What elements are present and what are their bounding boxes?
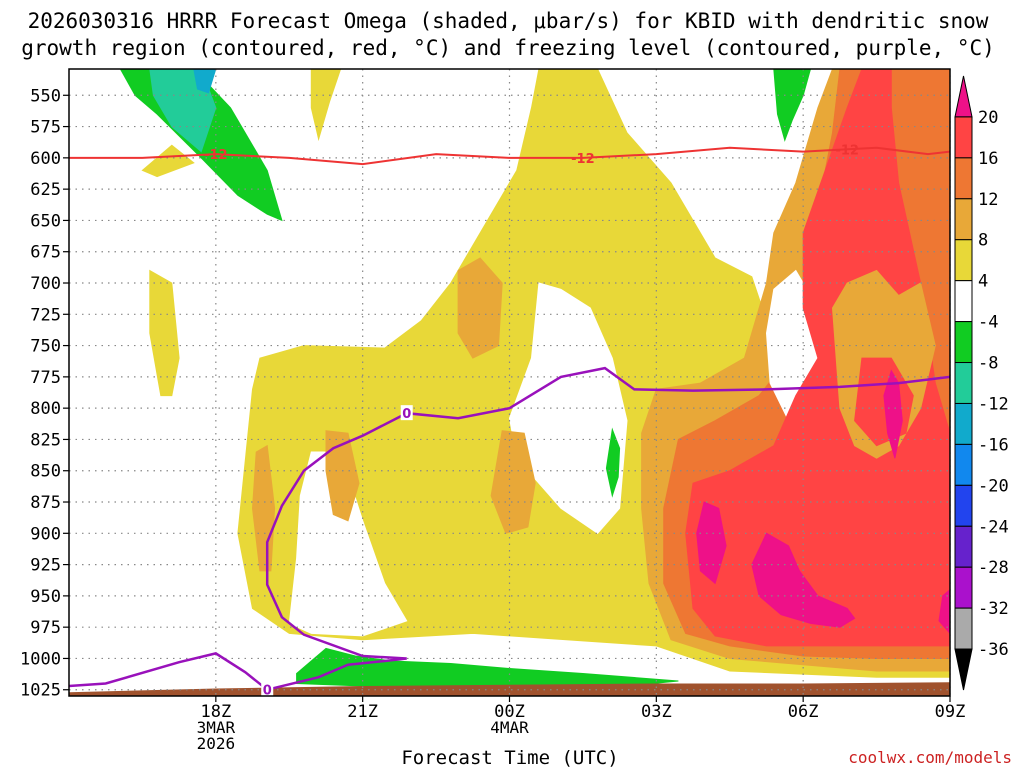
y-tick-label-1025: 1025 [20,681,61,701]
dgz-contour-label-1: -12 [571,152,595,167]
omega-region-8 [490,430,536,534]
colorbar-label-10: -24 [978,517,1009,537]
colorbar-label-12: -32 [978,599,1009,619]
omega-region-24 [773,69,812,142]
y-tick-label-550: 550 [30,86,61,106]
omega-region-23 [193,69,217,94]
colorbar-label-2: 12 [978,190,998,210]
colorbar-label-7: -12 [978,394,1009,414]
x-axis-label: Forecast Time (UTC) [401,747,618,768]
omega-region-10 [325,430,360,522]
pressure-axis: 550 575 600 625 650 675 700 725 750 775 800 825 850 8… [20,86,69,701]
x-tick-label-4-1: 4MAR [490,718,529,737]
x-tick-label-0-2: 2026 [197,734,236,753]
freezing-label-bg-0 [400,405,413,421]
colorbar-label-4: 4 [978,272,988,292]
dgz-contour-label-2: -12 [835,143,859,158]
omega-region-3 [141,144,195,178]
contour-labels: -12 -12 -12 0 0 [204,143,859,699]
omega-region-18 [696,501,727,585]
freezing-label-bg-1 [261,681,274,697]
colorbar-swatch-7 [954,362,973,404]
colorbar-swatch-5 [954,280,973,323]
y-tick-label-600: 600 [30,149,61,169]
credit-text: coolwx.com/models [848,748,1012,767]
x-tick-label-10-0: 09Z [935,702,966,722]
omega-region-17 [751,532,856,628]
colorbar-label-13: -36 [978,640,1009,660]
chart-title-line1: 2026030316 HRRR Forecast Omega (shaded, … [28,9,989,33]
y-tick-label-675: 675 [30,243,61,263]
y-tick-label-625: 625 [30,180,61,200]
y-tick-label-925: 925 [30,556,61,576]
y-tick-label-900: 900 [30,524,61,544]
colorbar-label-9: -20 [978,476,1009,496]
x-tick-label-8-0: 06Z [788,702,819,722]
omega-region-1 [149,269,180,397]
y-tick-label-875: 875 [30,493,61,513]
colorbar-swatch-6 [954,321,973,364]
y-tick-label-750: 750 [30,337,61,357]
y-tick-label-725: 725 [30,305,61,325]
colorbar-swatch-14 [954,648,973,691]
colorbar-label-8: -16 [978,435,1009,455]
dgz-contour-label-0: -12 [204,148,228,163]
colorbar-swatch-12 [954,566,973,609]
omega-shading [119,69,950,687]
colorbar-swatch-9 [954,443,973,486]
colorbar-swatch-2 [954,157,973,200]
colorbar-swatch-10 [954,484,973,527]
omega-region-25 [605,427,621,498]
colorbar-swatch-3 [954,198,973,241]
x-tick-label-0-0: 18Z [200,702,231,722]
y-tick-label-825: 825 [30,430,61,450]
y-tick-label-650: 650 [30,211,61,231]
y-tick-label-775: 775 [30,368,61,388]
chart-title-line2: growth region (contoured, red, °C) and f… [21,36,995,60]
colorbar-swatch-13 [954,607,973,650]
freezing-contour-label-1: 0 [263,684,272,699]
colorbar: 20 16 12 8 4 -4 -8 -12 -16 -20 -24 -28 -32 -36 [954,75,1009,691]
colorbar-label-0: 20 [978,108,998,128]
colorbar-label-11: -28 [978,558,1009,578]
colorbar-swatch-11 [954,525,973,568]
y-tick-label-800: 800 [30,399,61,419]
y-tick-label-950: 950 [30,587,61,607]
y-tick-label-850: 850 [30,462,61,482]
x-tick-label-4-0: 00Z [494,702,525,722]
x-tick-label-2-0: 21Z [347,702,378,722]
omega-region-4 [508,282,628,534]
freezing-contour-label-0: 0 [402,407,411,422]
colorbar-label-6: -8 [978,354,998,374]
ground-terrain [69,682,950,696]
colorbar-swatch-0 [954,75,973,118]
y-tick-label-575: 575 [30,118,61,138]
chart-title: 2026030316 HRRR Forecast Omega (shaded, … [21,9,995,60]
colorbar-swatch-1 [954,116,973,159]
omega-region-2 [310,69,342,142]
x-tick-label-6-0: 03Z [641,702,672,722]
y-tick-label-1000: 1000 [20,649,61,669]
colorbar-label-1: 16 [978,149,998,169]
colorbar-label-3: 8 [978,231,988,251]
omega-region-20 [938,588,950,635]
colorbar-swatch-4 [954,239,973,282]
colorbar-swatch-8 [954,402,973,445]
dgz-contour-line [69,146,950,166]
colorbar-label-5: -4 [978,313,998,333]
terrain-ground [69,682,950,696]
x-tick-label-0-1: 3MAR [197,718,236,737]
y-tick-label-975: 975 [30,618,61,638]
y-tick-label-700: 700 [30,274,61,294]
